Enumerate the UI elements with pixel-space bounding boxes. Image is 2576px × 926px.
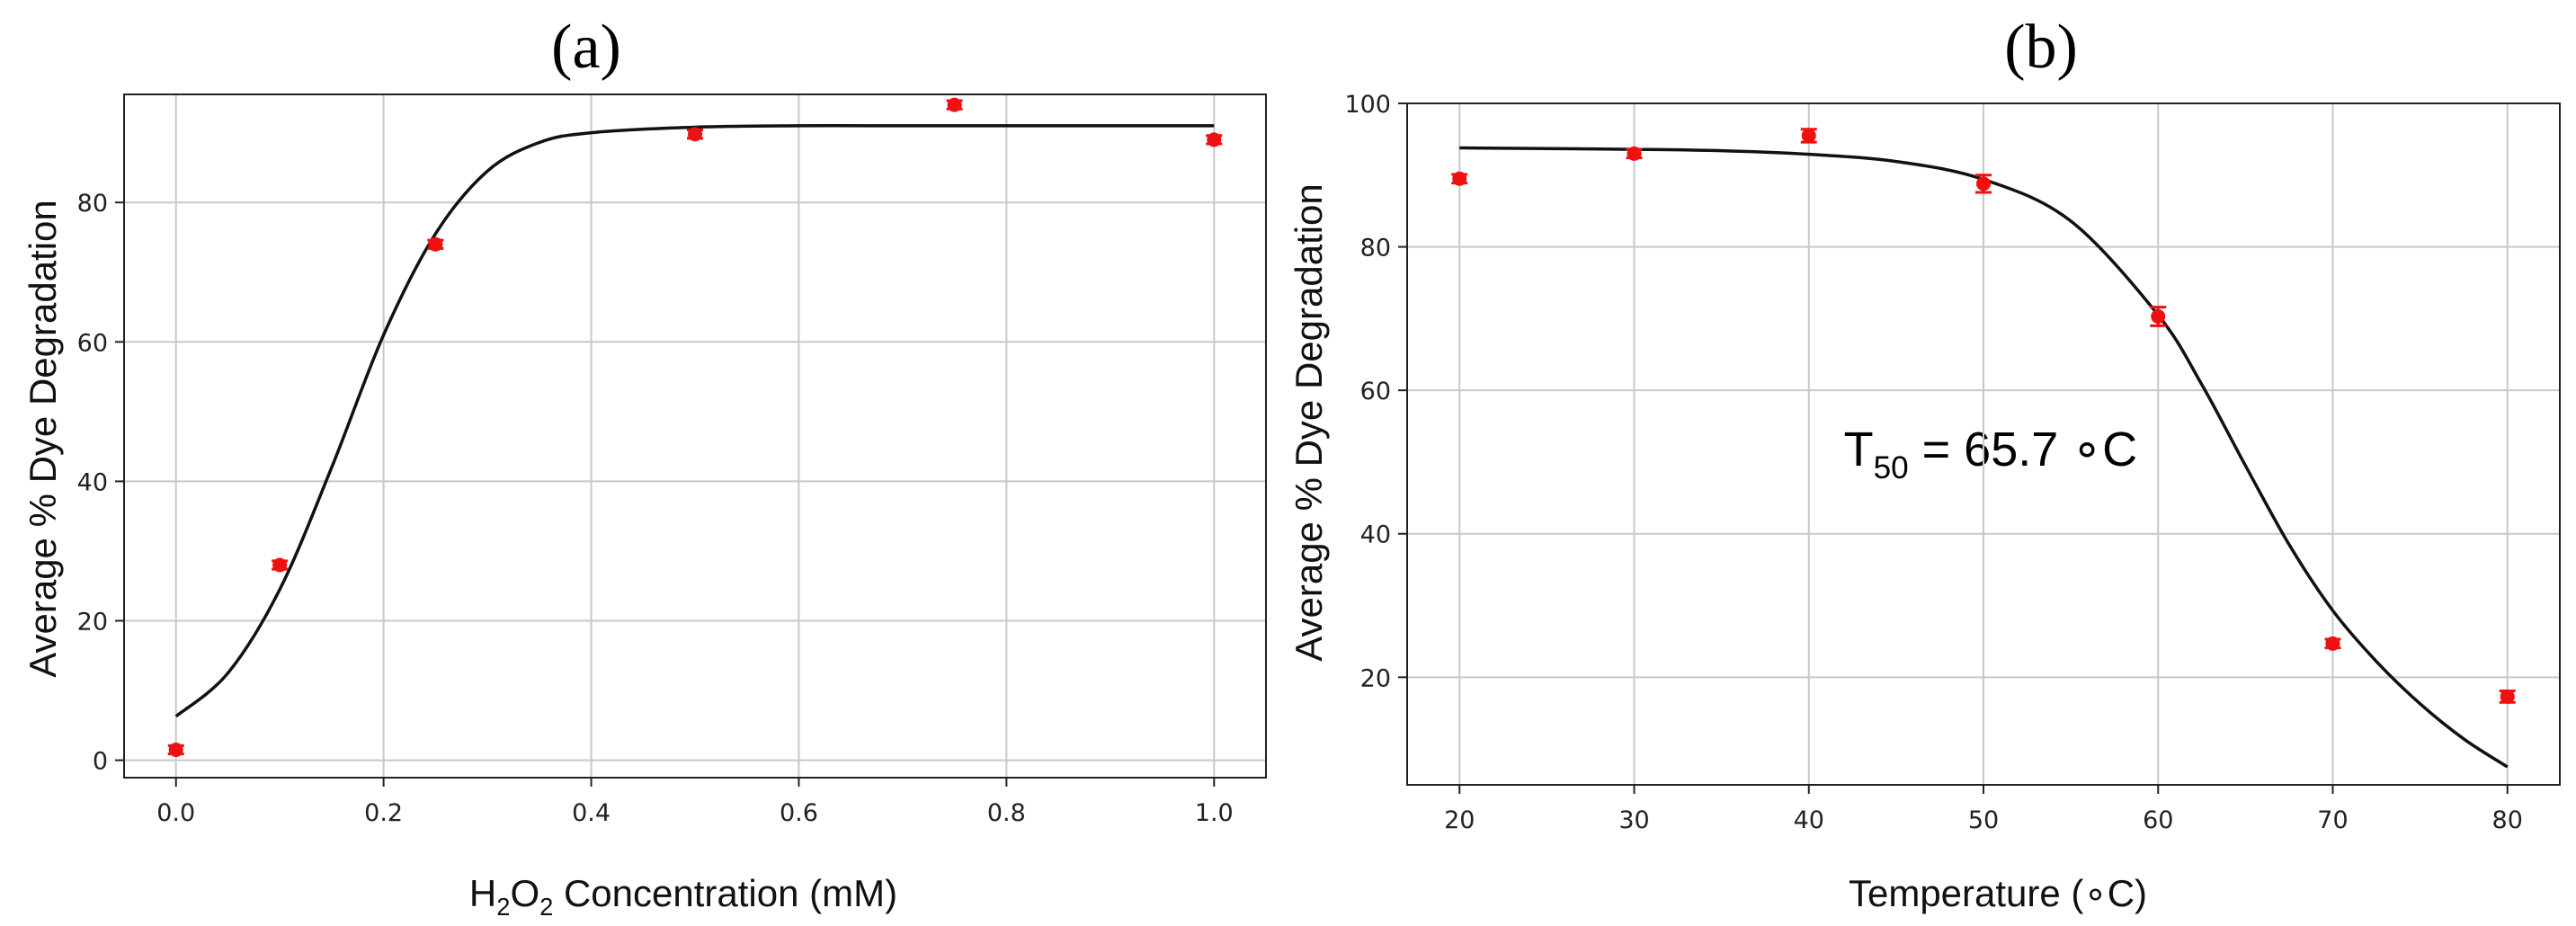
y-tick-label-a: 40: [77, 468, 108, 496]
y-tick-label-b: 20: [1360, 664, 1391, 692]
fit-curve-b: [1459, 146, 2509, 769]
x-tick-label-a: 0.4: [572, 799, 611, 827]
data-point-b: [1976, 176, 1991, 191]
data-point-b: [2151, 308, 2166, 324]
data-point-a: [428, 236, 443, 252]
y-tick-label-b: 100: [1344, 91, 1391, 119]
panel-label-a: (a): [551, 13, 621, 82]
data-point-a: [1207, 132, 1222, 147]
x-axis-label-a: H2O2 Concentration (mM): [469, 872, 897, 921]
x-axis-label-b: Temperature (∘C): [1849, 872, 2147, 914]
data-point-a: [688, 127, 702, 142]
y-axis-label-b: Average % Dye Degradation: [1288, 183, 1330, 662]
data-point-b: [1627, 146, 1642, 161]
y-tick-label-a: 80: [77, 190, 108, 218]
x-tick-label-a: 0.8: [987, 799, 1026, 827]
x-tick-label-a: 0.0: [156, 799, 195, 827]
data-point-b: [1452, 171, 1467, 186]
data-point-a: [272, 557, 288, 573]
data-point-a: [947, 97, 962, 112]
panel-label-b: (b): [2004, 13, 2078, 82]
x-tick-label-a: 0.2: [364, 799, 403, 827]
y-tick-label-a: 20: [77, 609, 108, 637]
data-point-a: [168, 742, 183, 757]
y-tick-label-a: 60: [77, 329, 108, 357]
y-axis-label-a: Average % Dye Degradation: [22, 200, 64, 678]
x-tick-label-b: 70: [2317, 806, 2348, 834]
y-tick-label-a: 0: [93, 748, 108, 776]
plot-frame-a: [123, 93, 1267, 779]
data-point-b: [2325, 636, 2340, 651]
x-tick-label-b: 20: [1444, 806, 1475, 834]
x-tick-label-b: 80: [2492, 806, 2523, 834]
t50-annotation: T50 = 65.7 ∘C: [1844, 423, 2137, 485]
x-tick-label-b: 60: [2143, 806, 2173, 834]
y-tick-label-b: 40: [1360, 521, 1391, 549]
x-tick-label-b: 40: [1794, 806, 1824, 834]
y-tick-label-b: 80: [1360, 235, 1391, 263]
x-tick-label-a: 0.6: [780, 799, 818, 827]
x-tick-label-b: 30: [1618, 806, 1649, 834]
plot-area-b: 20 30 40 50 60 70 80 20 40 60 80 100: [1344, 91, 2561, 834]
y-tick-label-b: 60: [1360, 378, 1391, 405]
x-tick-label-a: 1.0: [1195, 799, 1234, 827]
plot-area-a: 0.0 0.2 0.4 0.6 0.8 1.0 0 20 40 60 80: [77, 93, 1267, 827]
data-point-b: [2500, 689, 2515, 704]
x-tick-label-b: 50: [1968, 806, 1999, 834]
fit-curve-a: [174, 124, 1215, 718]
data-point-b: [1801, 128, 1816, 143]
plot-frame-b: [1406, 102, 2561, 786]
